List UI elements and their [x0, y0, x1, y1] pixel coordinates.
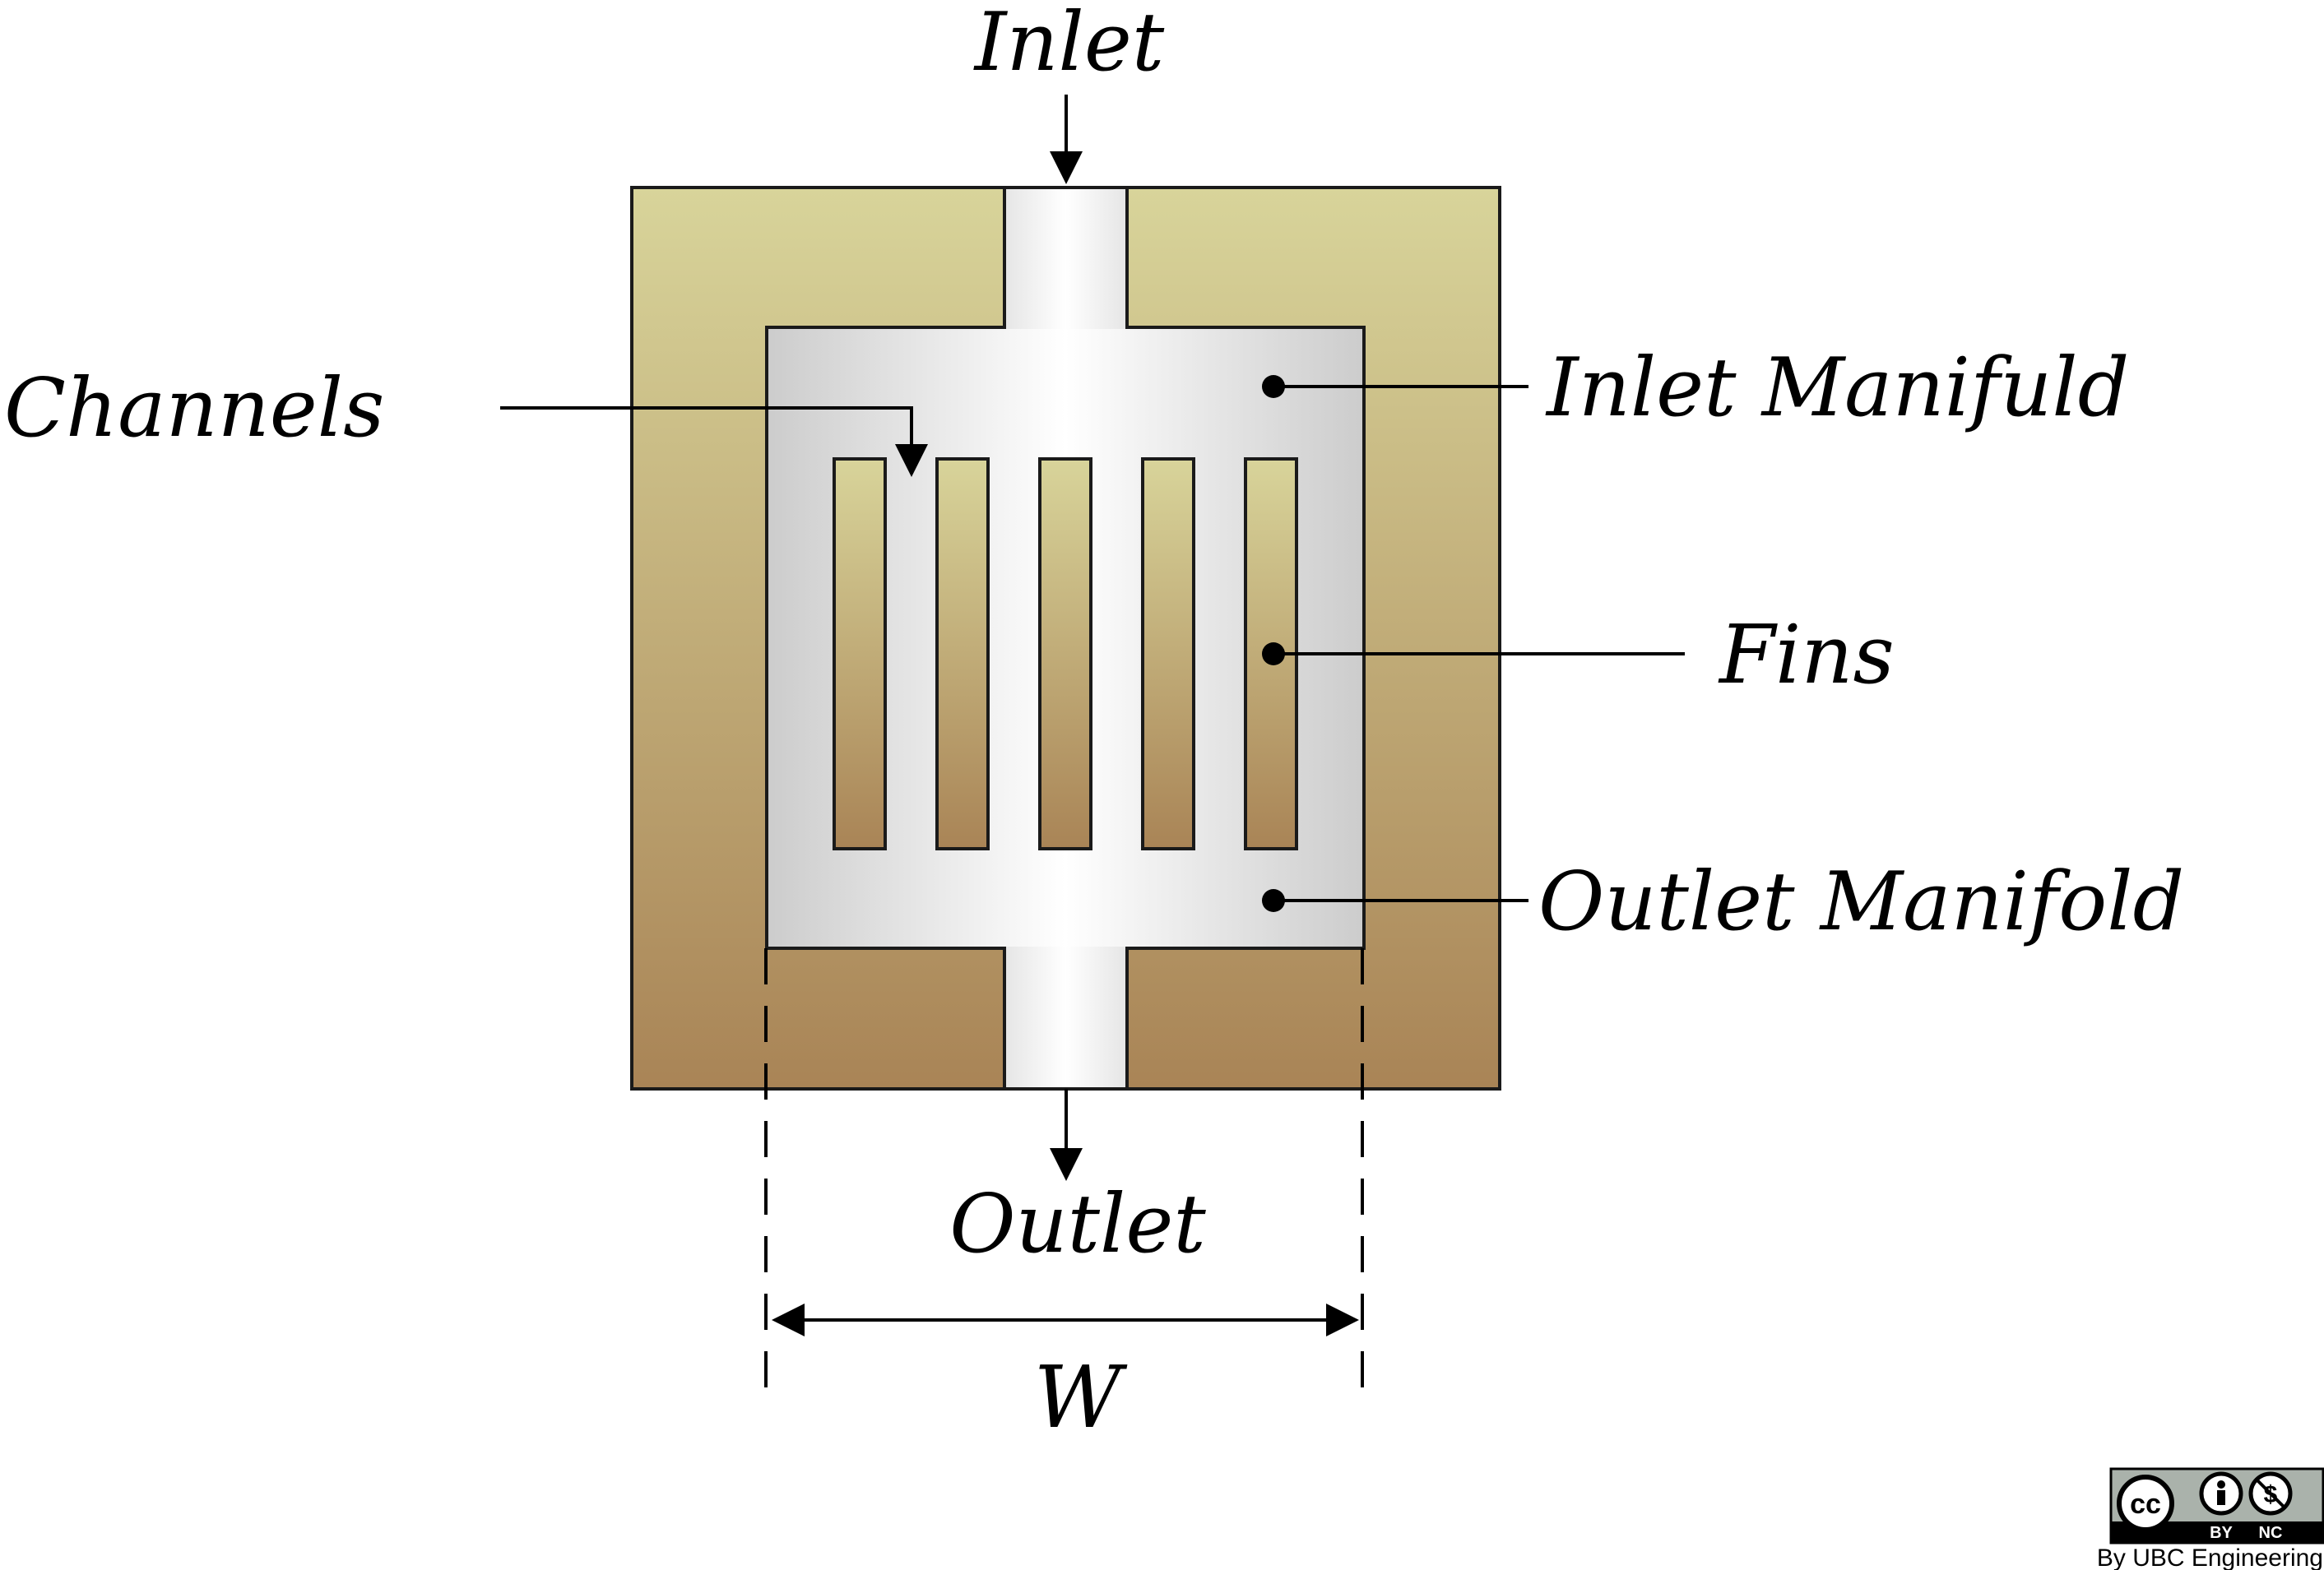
inlet-label: Inlet [973, 0, 1165, 90]
credit-text: By UBC Engineering [2097, 1545, 2323, 1570]
cc-text: cc [2130, 1489, 2161, 1520]
fins-group [833, 457, 1298, 850]
fins-label: Fins [1718, 609, 1895, 702]
channels-label: Channels [4, 362, 384, 456]
fin-1 [833, 457, 887, 850]
cc-icon [2117, 1475, 2174, 1532]
cc-license-badge: cc $ BY NC [2109, 1467, 2324, 1545]
width-label: W [1034, 1347, 1128, 1447]
inlet-port [1006, 189, 1125, 329]
inlet-manifold-label: Inlet Manifuld [1545, 341, 2129, 435]
fin-2 [935, 457, 990, 850]
fin-4 [1141, 457, 1195, 850]
outlet-port [1006, 947, 1125, 1087]
outlet-label: Outlet [949, 1178, 1206, 1271]
nc-text: NC [2259, 1524, 2283, 1542]
fin-3 [1038, 457, 1092, 850]
by-text: BY [2210, 1524, 2233, 1542]
outlet-manifold-label: Outlet Manifold [1538, 855, 2184, 949]
channels-leader [500, 406, 928, 477]
